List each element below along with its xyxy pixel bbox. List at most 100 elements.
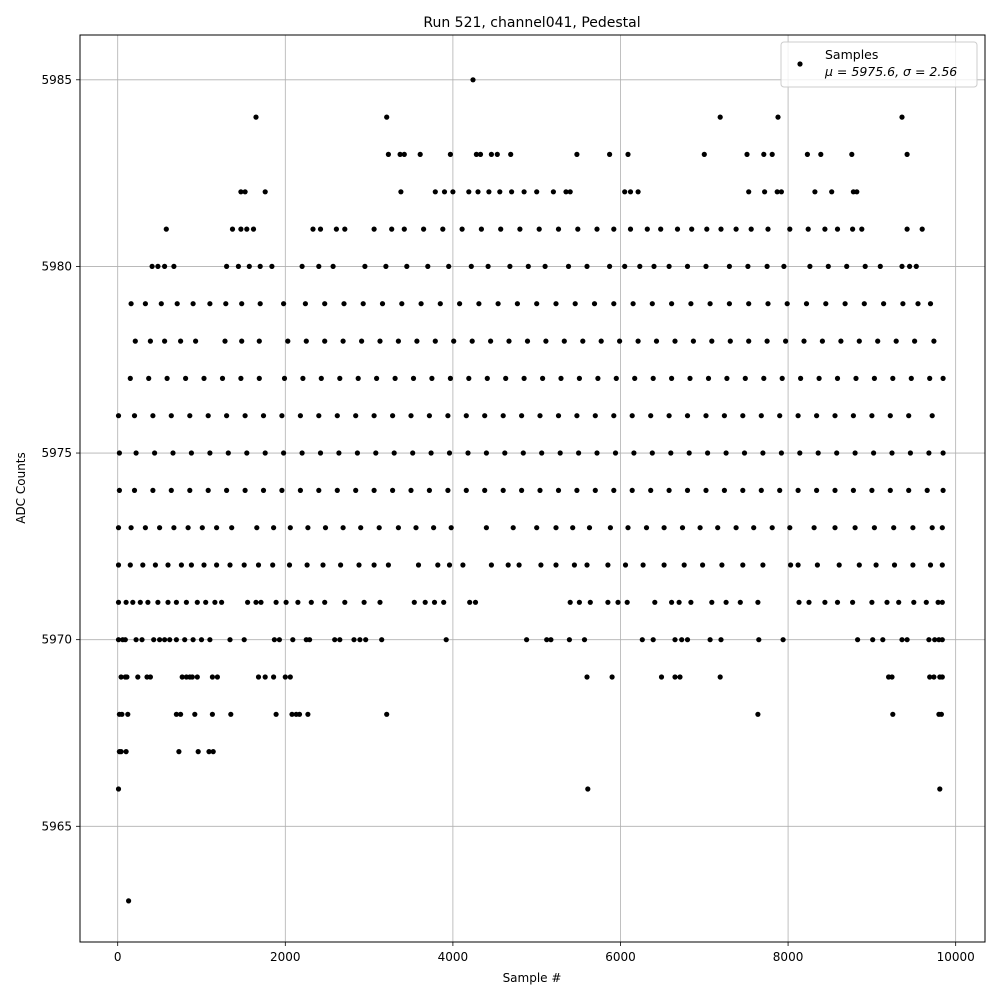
data-point [553, 562, 559, 568]
data-point [244, 226, 250, 232]
data-point [856, 562, 862, 568]
data-point [781, 263, 787, 269]
data-point [524, 338, 531, 344]
data-point [746, 301, 752, 307]
data-point [334, 487, 340, 493]
data-point [836, 562, 842, 568]
data-point [576, 375, 583, 381]
data-point [672, 338, 678, 344]
data-point [242, 413, 248, 419]
data-point [241, 562, 247, 568]
data-point [176, 749, 182, 755]
data-point [377, 599, 383, 605]
data-point [133, 637, 139, 643]
data-point [318, 375, 324, 381]
data-point [170, 450, 176, 456]
data-point [585, 786, 591, 792]
data-point [201, 375, 207, 381]
data-point [428, 450, 434, 456]
data-point [553, 525, 559, 531]
data-point [286, 562, 293, 568]
data-point [157, 525, 163, 531]
data-point [684, 413, 691, 419]
x-axis-ticks: 0 2000 4000 6000 8000 10000 [114, 942, 975, 964]
data-point [401, 151, 407, 157]
data-point [718, 637, 724, 643]
data-point [256, 338, 262, 344]
data-point [357, 637, 363, 643]
data-point [850, 413, 857, 419]
chart-title: Run 521, channel041, Pedestal [423, 15, 640, 31]
data-point [823, 301, 829, 307]
data-point [543, 338, 549, 344]
data-point [899, 114, 905, 120]
data-point [207, 450, 213, 456]
data-point [929, 525, 935, 531]
data-point [854, 189, 860, 195]
data-point [795, 562, 801, 568]
data-point [778, 450, 785, 456]
data-point [881, 301, 887, 307]
data-point [426, 487, 432, 493]
data-point [690, 338, 697, 344]
data-point [410, 450, 416, 456]
data-point [447, 151, 453, 157]
data-point [652, 599, 658, 605]
data-point [460, 562, 466, 568]
data-point [273, 599, 279, 605]
data-point [273, 711, 279, 717]
data-point [869, 487, 875, 493]
data-point [574, 151, 580, 157]
data-point [555, 226, 562, 232]
data-point [758, 487, 764, 493]
legend-box [780, 41, 978, 88]
data-point [135, 674, 141, 680]
data-point [765, 301, 771, 307]
data-point [622, 562, 629, 568]
data-point [341, 301, 347, 307]
data-point [123, 599, 129, 605]
data-point [212, 599, 218, 605]
data-point [935, 599, 941, 605]
data-point [478, 226, 484, 232]
data-point [178, 711, 184, 717]
data-point [676, 599, 682, 605]
data-point [142, 525, 148, 531]
data-point [188, 450, 194, 456]
data-point [798, 375, 804, 381]
data-point [183, 375, 189, 381]
data-point [447, 375, 453, 381]
data-point [466, 375, 472, 381]
data-point [450, 189, 456, 195]
data-point [192, 711, 198, 717]
data-point [784, 301, 790, 307]
data-point [649, 301, 655, 307]
data-point [630, 301, 636, 307]
x-tick-label: 8000 [773, 950, 804, 964]
data-point [203, 599, 209, 605]
data-point [425, 263, 431, 269]
data-point [260, 487, 267, 493]
data-point [214, 525, 220, 531]
data-point [592, 413, 598, 419]
data-point [322, 301, 328, 307]
data-point [850, 599, 856, 605]
data-point [482, 487, 488, 493]
data-point [115, 525, 122, 531]
data-point [807, 263, 813, 269]
data-point [558, 375, 564, 381]
data-point [190, 301, 196, 307]
data-point [509, 189, 515, 195]
data-point [446, 263, 452, 269]
data-point [316, 413, 322, 419]
data-point [668, 450, 674, 456]
data-point [199, 525, 205, 531]
data-point [422, 599, 428, 605]
data-point [207, 637, 213, 643]
data-point [282, 674, 288, 680]
data-point [398, 189, 404, 195]
y-axis-label: ADC Counts [14, 452, 28, 524]
data-point [440, 226, 446, 232]
data-point [724, 375, 730, 381]
x-axis-label: Sample # [503, 971, 562, 985]
